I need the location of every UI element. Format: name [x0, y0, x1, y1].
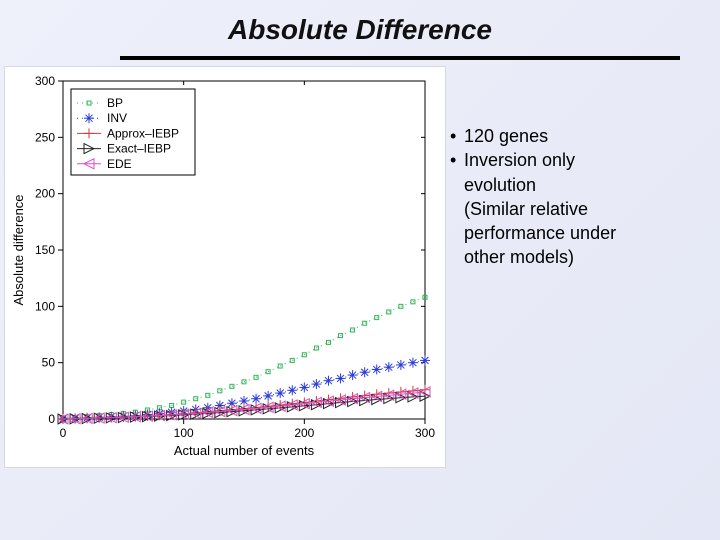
svg-text:100: 100	[35, 299, 55, 313]
svg-text:100: 100	[174, 426, 194, 440]
bullet-subline: (Similar relative	[450, 197, 718, 221]
bullet-dot: •	[450, 148, 464, 172]
svg-text:Approx–IEBP: Approx–IEBP	[107, 126, 179, 140]
svg-text:150: 150	[35, 243, 55, 257]
bullet-text: Inversion only	[464, 148, 575, 172]
bullet-item: •Inversion only	[450, 148, 718, 172]
bullet-dot: •	[450, 124, 464, 148]
svg-text:300: 300	[415, 426, 435, 440]
svg-text:Exact–IEBP: Exact–IEBP	[107, 142, 171, 156]
svg-text:Actual number of events: Actual number of events	[174, 443, 315, 458]
svg-text:0: 0	[48, 412, 55, 426]
bullet-list: •120 genes•Inversion onlyevolution(Simil…	[450, 124, 718, 270]
bullet-subline: other models)	[450, 245, 718, 269]
svg-text:300: 300	[35, 74, 55, 88]
svg-text:BP: BP	[107, 96, 123, 110]
bullet-text: 120 genes	[464, 124, 548, 148]
svg-text:200: 200	[35, 187, 55, 201]
bullet-subline: performance under	[450, 221, 718, 245]
svg-text:EDE: EDE	[107, 157, 132, 171]
bullet-subline: evolution	[450, 173, 718, 197]
svg-text:0: 0	[60, 426, 67, 440]
svg-text:Absolute difference: Absolute difference	[11, 194, 26, 305]
svg-text:250: 250	[35, 130, 55, 144]
svg-text:50: 50	[42, 356, 56, 370]
absolute-difference-chart: 0 100 200 300 0 50 100 150 200 250 300 Actual numbe…	[4, 66, 446, 468]
svg-text:INV: INV	[107, 111, 127, 125]
svg-text:200: 200	[294, 426, 314, 440]
slide: Absolute Difference 0 100 200 300 0 50 100 150 2…	[0, 0, 720, 540]
bullet-item: •120 genes	[450, 124, 718, 148]
chart-svg: 0 100 200 300 0 50 100 150 200 250 300 Actual numbe…	[5, 67, 445, 467]
page-title: Absolute Difference	[0, 14, 720, 46]
title-underline	[120, 56, 680, 60]
